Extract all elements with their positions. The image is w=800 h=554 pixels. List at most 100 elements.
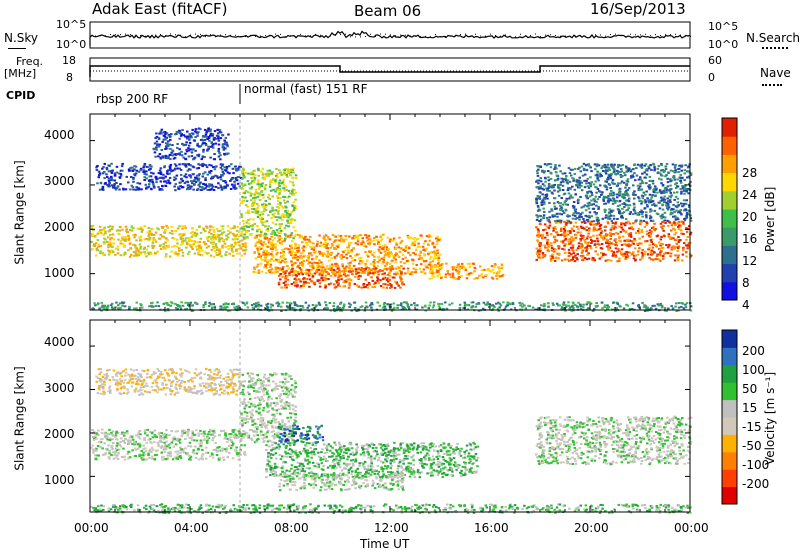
power-pixel [237,235,240,238]
power-pixel [547,250,551,253]
power-pixel [292,193,295,196]
power-pixel [683,192,686,195]
power-pixel [280,286,283,289]
power-pixel [221,225,225,228]
power-pixel [281,275,284,278]
power-pixel [583,227,586,230]
power-pixel [232,234,236,237]
power-pixel [321,254,325,257]
power-pixel [299,254,302,257]
power-pixel [164,255,168,258]
power-pixel [348,306,351,308]
power-pixel [685,238,688,241]
power-pixel [206,149,209,152]
power-pixel [542,207,545,210]
power-pixel [172,157,176,160]
power-pixel [686,244,690,247]
power-pixel [369,250,373,253]
power-pixel [340,254,343,257]
power-pixel [572,225,576,228]
power-pixel [320,253,324,255]
power-pixel [203,241,206,244]
power-pixel [183,162,186,165]
power-pixel [267,263,270,265]
power-pixel [679,181,683,184]
power-pixel [211,185,215,188]
power-pixel [164,247,167,250]
power-pixel [354,254,357,257]
power-pixel [292,237,295,240]
power-pixel [168,182,172,185]
power-pixel [555,231,558,234]
power-pixel [268,246,272,248]
power-pixel [154,175,158,178]
power-pixel [290,254,293,257]
power-pixel [182,134,186,137]
power-pixel [318,253,322,256]
power-pixel [648,193,652,196]
power-pixel [162,246,165,249]
power-pixel [538,245,542,248]
power-pixel [266,245,270,248]
power-pixel [318,273,321,276]
power-pixel [203,156,206,159]
power-pixel [643,176,646,179]
power-pixel [171,150,175,153]
power-pixel [640,202,643,205]
power-pixel [674,169,677,172]
power-pixel [669,252,673,255]
power-pixel [252,197,255,200]
power-pixel [596,237,599,240]
power-pixel [672,203,675,206]
power-pixel [139,169,142,172]
power-pixel [204,135,208,138]
power-pixel [414,268,418,271]
power-pixel [117,304,120,307]
power-pixel [476,277,479,280]
power-pixel [161,188,164,191]
power-pixel [376,265,380,268]
power-pixel [562,303,565,306]
power-pixel [446,270,449,272]
power-pixel [261,193,265,196]
power-pixel [641,182,644,184]
power-pixel [359,306,363,309]
power-pixel [251,180,254,183]
power-pixel [285,215,288,218]
power-pixel [218,151,221,154]
power-pixel [354,235,358,237]
power-pixel [263,266,266,269]
power-pixel [223,166,226,169]
power-pixel [197,167,201,169]
power-pixel [531,306,535,309]
power-pixel [276,270,279,273]
power-pixel [127,181,130,184]
power-pixel [101,304,104,307]
power-pixel [670,305,673,308]
power-pixel [289,192,292,195]
power-pixel [645,216,648,219]
power-pixel [364,251,367,254]
power-pixel [388,240,392,243]
power-pixel [212,166,215,169]
power-pixel [167,157,170,160]
power-pixel [359,256,363,259]
power-pixel [618,257,621,260]
power-pixel [188,185,192,188]
power-pixel [345,280,348,283]
power-pixel [589,236,592,239]
power-pixel [546,239,550,242]
power-pixel [668,195,671,198]
power-pixel [314,257,317,260]
power-pixel [254,196,257,199]
power-pixel [270,217,273,219]
power-pixel [184,135,187,138]
power-pixel [577,212,580,214]
power-pixel [234,235,237,238]
power-pixel [321,272,324,275]
power-pixel [662,191,665,193]
power-pixel [294,174,298,177]
freq-tick-bottom: 8 [66,71,73,84]
power-pixel [275,234,279,237]
power-pixel [293,256,297,259]
